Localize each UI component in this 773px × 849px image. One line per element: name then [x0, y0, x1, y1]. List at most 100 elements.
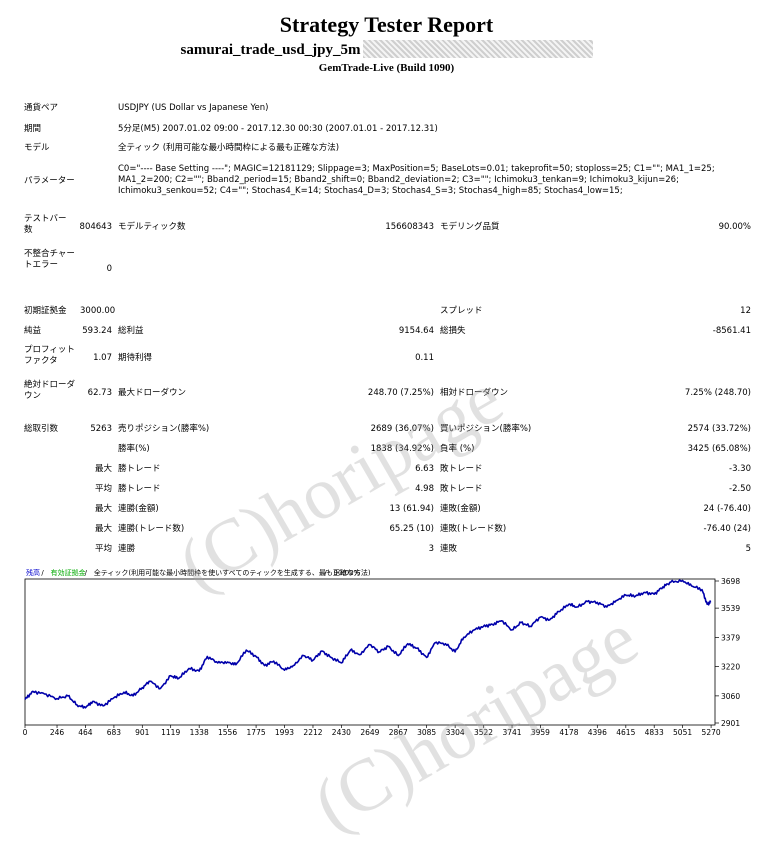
ticks-label: モデルティック数 [118, 222, 186, 232]
period-value: 5分足(M5) 2007.01.02 09:00 - 2017.12.30 00… [118, 124, 438, 134]
x-tick-label: 1556 [218, 728, 237, 737]
x-tick-label: 3085 [417, 728, 436, 737]
max-cons-loss-value: -76.40 (24) [703, 524, 751, 534]
y-tick-label: 2901 [721, 719, 740, 728]
x-tick-label: 2867 [389, 728, 408, 737]
x-tick-label: 5051 [673, 728, 692, 737]
balance-chart: 残高 / 有効証拠金 / 全ティック(利用可能な最小時間枠を使いすべてのティックを生成す… [23, 568, 741, 737]
bars-label: テストバー数 [24, 214, 67, 235]
quality-value: 90.00% [718, 222, 751, 232]
avg-loss-label: 敗トレード [440, 484, 483, 494]
legend-item: / [85, 569, 88, 577]
x-tick-label: 4615 [616, 728, 635, 737]
largest-win-label: 勝トレード [118, 464, 161, 474]
x-tick-label: 464 [78, 728, 93, 737]
x-tick-label: 3741 [502, 728, 521, 737]
avg-cons-wins-value: 3 [428, 544, 434, 554]
params-label: パラメーター [24, 176, 75, 186]
mismatch-value: 0 [106, 264, 112, 274]
max-cons-losses-value: 24 (-76.40) [703, 504, 751, 514]
y-tick-label: 3698 [721, 577, 740, 586]
lossrate-label: 負率 (%) [440, 444, 475, 454]
balance-line [24, 579, 712, 709]
abs-dd-label: 絶対ドローダウン [24, 380, 76, 401]
ticks-value: 156608343 [385, 222, 434, 232]
x-tick-label: 3959 [531, 728, 550, 737]
abs-dd-value: 62.73 [87, 388, 112, 398]
x-tick-label: 246 [50, 728, 65, 737]
x-tick-label: 683 [107, 728, 122, 737]
max-cons-wins-label: 連勝(金額) [118, 504, 159, 514]
symbol-value: USDJPY (US Dollar vs Japanese Yen) [118, 103, 269, 113]
expected-value: 0.11 [415, 353, 434, 363]
largest-loss-label: 敗トレード [440, 464, 483, 474]
mismatch-label: 不整合チャートエラー [24, 249, 75, 270]
avg-loss-value: -2.50 [729, 484, 751, 494]
period-label: 期間 [24, 124, 42, 134]
long-value: 2574 (33.72%) [687, 424, 751, 434]
report-title: Strategy Tester Report [279, 12, 494, 37]
avg-cons-losses-label: 連敗 [440, 544, 458, 554]
winrate-label: 勝率(%) [118, 444, 150, 454]
max-cons-wins-value: 13 (61.94) [389, 504, 434, 514]
redacted-area [362, 40, 593, 58]
pf-value: 1.07 [93, 353, 112, 363]
long-label: 買いポジション(勝率%) [440, 424, 532, 434]
x-tick-label: 0 [23, 728, 28, 737]
x-tick-label: 2649 [360, 728, 379, 737]
params-value: C0="---- Base Setting ----"; MAGIC=12181… [118, 164, 715, 196]
deposit-value: 3000.00 [80, 306, 116, 316]
spread-value: 12 [740, 306, 751, 316]
rel-dd-label: 相対ドローダウン [440, 388, 509, 398]
gross-profit-value: 9154.64 [398, 326, 434, 336]
max-cons-profit-value: 65.25 (10) [389, 524, 434, 534]
y-tick-label: 3220 [721, 663, 740, 672]
avg-label-2: 平均 [94, 544, 112, 554]
spread-label: スプレッド [440, 306, 483, 316]
avg-win-label: 勝トレード [118, 484, 161, 494]
net-value: 593.24 [82, 326, 112, 336]
lossrate-value: 3425 (65.08%) [687, 444, 751, 454]
x-tick-label: 3522 [474, 728, 493, 737]
model-label: モデル [24, 143, 50, 153]
gross-profit-label: 総利益 [118, 326, 144, 336]
short-value: 2689 (36.07%) [370, 424, 434, 434]
max-cons-loss-label: 連敗(トレード数) [440, 524, 507, 534]
gross-loss-label: 総損失 [440, 326, 466, 336]
y-tick-label: 3379 [721, 633, 740, 642]
largest-loss-value: -3.30 [729, 464, 751, 474]
legend-item: 90.00% [334, 569, 361, 577]
max-label-3: 最大 [94, 524, 112, 534]
build-info: GemTrade-Live (Build 1090) [318, 62, 455, 74]
symbol-label: 通貨ペア [24, 103, 59, 113]
model-value: 全ティック (利用可能な最小時間枠による最も正確な方法) [118, 143, 340, 153]
y-tick-label: 3539 [721, 604, 740, 613]
max-label-2: 最大 [94, 504, 112, 514]
max-dd-label: 最大ドローダウン [118, 388, 187, 398]
x-tick-label: 2212 [303, 728, 322, 737]
pf-label: プロフィットファクタ [24, 345, 75, 366]
plot-area [24, 578, 716, 726]
bars-value: 804643 [79, 222, 112, 232]
x-tick-label: 4178 [559, 728, 578, 737]
x-tick-label: 3304 [446, 728, 465, 737]
y-tick-label: 3060 [721, 692, 740, 701]
max-cons-profit-label: 連勝(トレード数) [118, 524, 185, 534]
x-tick-label: 4833 [645, 728, 664, 737]
x-tick-label: 901 [135, 728, 150, 737]
x-tick-label: 1338 [190, 728, 209, 737]
x-tick-label: 1993 [275, 728, 294, 737]
rel-dd-value: 7.25% (248.70) [684, 388, 751, 398]
expected-label: 期待利得 [118, 353, 153, 363]
x-tick-label: 1775 [247, 728, 266, 737]
avg-label: 平均 [94, 484, 112, 494]
winrate-value: 1838 (34.92%) [370, 444, 434, 454]
avg-win-value: 4.98 [415, 484, 434, 494]
short-label: 売りポジション(勝率%) [118, 424, 210, 434]
legend-item: 有効証拠金 [51, 568, 86, 577]
net-label: 純益 [24, 326, 42, 336]
max-dd-value: 248.70 (7.25%) [367, 388, 434, 398]
deposit-label: 初期証拠金 [24, 306, 67, 316]
legend-item: 全ティック(利用可能な最小時間枠を使いすべてのティックを生成する、最も正確な方法… [94, 568, 371, 577]
legend-item: / [41, 569, 44, 577]
